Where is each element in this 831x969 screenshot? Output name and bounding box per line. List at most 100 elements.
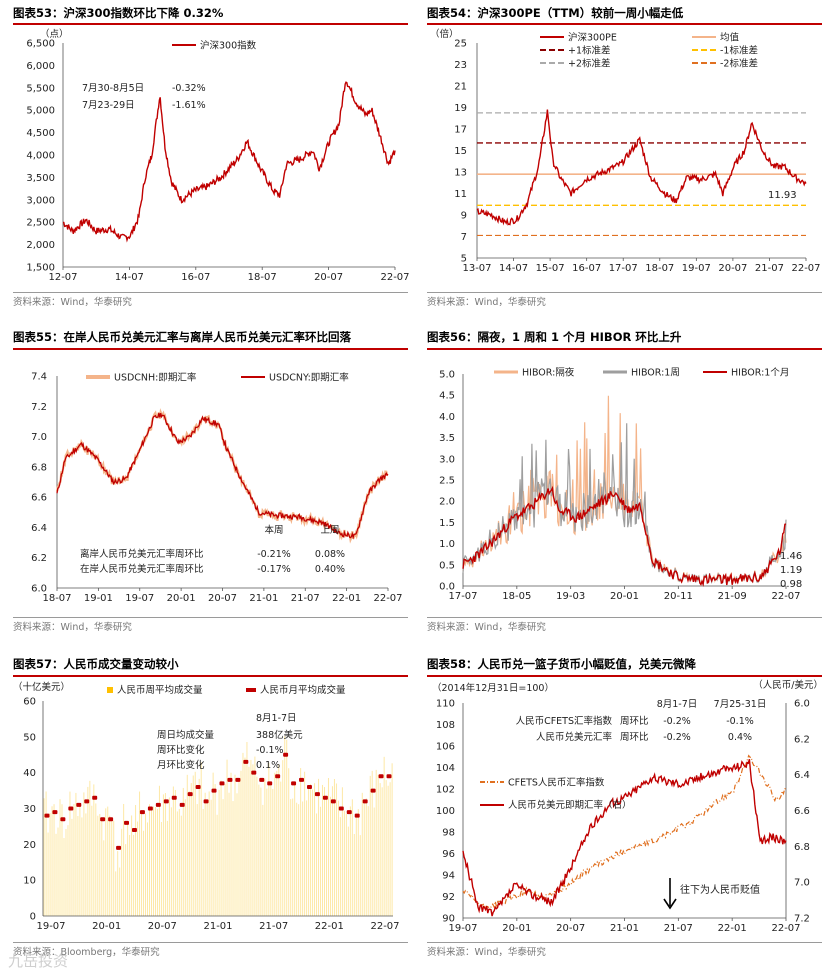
chart57-weekly-bar bbox=[357, 809, 359, 916]
chart54-legend-plus2: +2标准差 bbox=[568, 58, 611, 70]
chart57-monthly-marker bbox=[124, 820, 129, 825]
chart58-xtick: 19-07 bbox=[448, 923, 477, 934]
chart57-weekly-bar bbox=[365, 798, 367, 916]
chart57-monthly-marker bbox=[267, 781, 273, 786]
chart57-monthly-marker bbox=[163, 799, 169, 804]
chart58-table-col1: 8月1-7日 bbox=[657, 699, 698, 710]
chart56-xtick: 20-01 bbox=[610, 591, 639, 602]
chart57-weekly-bar bbox=[51, 806, 53, 916]
chart54-ytick: 7 bbox=[461, 232, 467, 243]
chart57-weekly-bar bbox=[174, 789, 176, 916]
chart55-xtick: 19-01 bbox=[84, 593, 113, 604]
chart57-monthly-marker bbox=[84, 799, 90, 804]
chart57-weekly-bar bbox=[304, 771, 306, 916]
chart57-weekly-bar bbox=[367, 806, 369, 916]
chart58-arrow-head bbox=[663, 898, 677, 910]
chart57-weekly-bar bbox=[314, 783, 316, 916]
chart57-ytick: 60 bbox=[23, 697, 36, 708]
chart57-title: 图表57：人民币成交量变动较小 bbox=[13, 657, 179, 671]
chart58-table-row-v1: -0.2% bbox=[663, 716, 691, 727]
chart57-weekly-bar bbox=[137, 821, 139, 916]
chart57-weekly-bar bbox=[216, 814, 218, 916]
chart56-xtick: 19-03 bbox=[556, 591, 585, 602]
chart57-weekly-bar bbox=[375, 769, 377, 916]
chart58-right-ytick: 6.4 bbox=[794, 770, 810, 781]
chart57-weekly-bar bbox=[228, 792, 230, 916]
chart57-weekly-bar bbox=[296, 802, 298, 916]
chart57-weekly-bar bbox=[176, 811, 178, 916]
chart57-weekly-bar bbox=[347, 826, 349, 916]
chart57-weekly-bar bbox=[55, 833, 57, 916]
chart57-weekly-bar bbox=[93, 784, 95, 916]
chart57-weekly-bar bbox=[294, 781, 296, 916]
chart57-xtick: 19-07 bbox=[36, 921, 65, 932]
chart57-monthly-marker bbox=[362, 799, 368, 804]
chart56-ytick: 0.5 bbox=[439, 560, 455, 571]
chart57-weekly-bar bbox=[186, 774, 188, 916]
chart57-weekly-bar bbox=[172, 786, 174, 916]
chart55-legend-cnh: USDCNH:即期汇率 bbox=[114, 372, 197, 384]
chart53-ytick: 3,500 bbox=[26, 173, 55, 184]
chart58-ytick: 104 bbox=[436, 763, 455, 774]
chart57-legend-weekly: 人民币周平均成交量 bbox=[117, 684, 203, 696]
chart53-xtick: 14-07 bbox=[115, 272, 144, 283]
chart57-monthly-marker bbox=[92, 795, 98, 800]
chart57-weekly-bar bbox=[182, 787, 184, 916]
chart57-weekly-bar bbox=[162, 794, 164, 916]
chart54-ytick: 21 bbox=[454, 82, 467, 93]
chart57-weekly-bar bbox=[59, 799, 61, 916]
chart55-ytick: 7.4 bbox=[31, 372, 47, 383]
chart57-weekly-bar bbox=[65, 828, 67, 916]
chart57-weekly-bar bbox=[188, 791, 190, 916]
chart57-weekly-bar bbox=[341, 787, 343, 916]
chart57-weekly-bar bbox=[218, 789, 220, 916]
chart56-ytick: 2.0 bbox=[439, 497, 455, 508]
chart57-weekly-bar bbox=[210, 799, 212, 916]
chart53-source: 资料来源：Wind，华泰研究 bbox=[13, 297, 132, 308]
chart56-end-overnight: 0.98 bbox=[780, 579, 802, 590]
chart55-xtick: 20-07 bbox=[208, 593, 237, 604]
chart54-legend-minus1: -1标准差 bbox=[720, 45, 758, 57]
chart57-weekly-bar bbox=[57, 827, 59, 916]
chart57-legend-monthly-swatch bbox=[246, 688, 256, 692]
chart54-legend-plus1: +1标准差 bbox=[568, 45, 611, 57]
chart57-monthly-marker bbox=[235, 777, 241, 782]
chart57-weekly-bar bbox=[202, 809, 204, 916]
chart54-ytick: 25 bbox=[454, 39, 467, 50]
chart57-weekly-bar bbox=[158, 785, 160, 916]
chart57-monthly-marker bbox=[44, 813, 50, 818]
chart57-weekly-bar bbox=[109, 815, 111, 916]
chart58-table-row-label: 人民币CFETS汇率指数 bbox=[516, 715, 613, 727]
chart53-ylabel: （点） bbox=[40, 28, 69, 40]
chart57-xtick: 21-07 bbox=[259, 921, 288, 932]
chart57-weekly-bar bbox=[154, 807, 156, 916]
chart58-ytick: 106 bbox=[436, 742, 455, 753]
chart58-xtick: 20-01 bbox=[502, 923, 531, 934]
chart57-weekly-bar bbox=[67, 825, 69, 916]
chart53-series-line bbox=[62, 81, 396, 243]
chart58-ytick: 100 bbox=[436, 806, 455, 817]
chart58-legend-usdcny: 人民币兑美元即期汇率（右） bbox=[508, 799, 632, 811]
chart56-ytick: 1.5 bbox=[439, 518, 455, 529]
chart57-weekly-bar bbox=[125, 844, 127, 916]
chart57-weekly-bar bbox=[310, 784, 312, 916]
chart55-ytick: 6.6 bbox=[31, 493, 47, 504]
chart57-weekly-bar bbox=[224, 783, 226, 916]
chart57-weekly-bar bbox=[69, 791, 71, 916]
chart57-weekly-bar bbox=[85, 813, 87, 916]
chart57-weekly-bar bbox=[282, 760, 284, 916]
chart57-annotation-row3-label: 月环比变化 bbox=[157, 759, 205, 771]
chart54-xtick: 18-07 bbox=[645, 263, 674, 274]
chart53-xtick: 20-07 bbox=[314, 272, 343, 283]
chart57-weekly-bar bbox=[91, 805, 93, 916]
chart55-xtick: 20-01 bbox=[167, 593, 196, 604]
chart57-weekly-bar bbox=[97, 815, 99, 916]
chart58-legend-cfets: CFETS人民币汇率指数 bbox=[508, 777, 605, 789]
chart57-weekly-bar bbox=[123, 803, 125, 916]
chart57-weekly-bar bbox=[264, 778, 266, 916]
chart58-table-row-v1: -0.2% bbox=[663, 732, 691, 743]
chart57-xtick: 21-01 bbox=[203, 921, 232, 932]
chart58-table-row-label: 人民币兑美元汇率 bbox=[536, 731, 613, 743]
chart54-xtick: 17-07 bbox=[609, 263, 638, 274]
chart56-ytick: 3.5 bbox=[439, 433, 455, 444]
